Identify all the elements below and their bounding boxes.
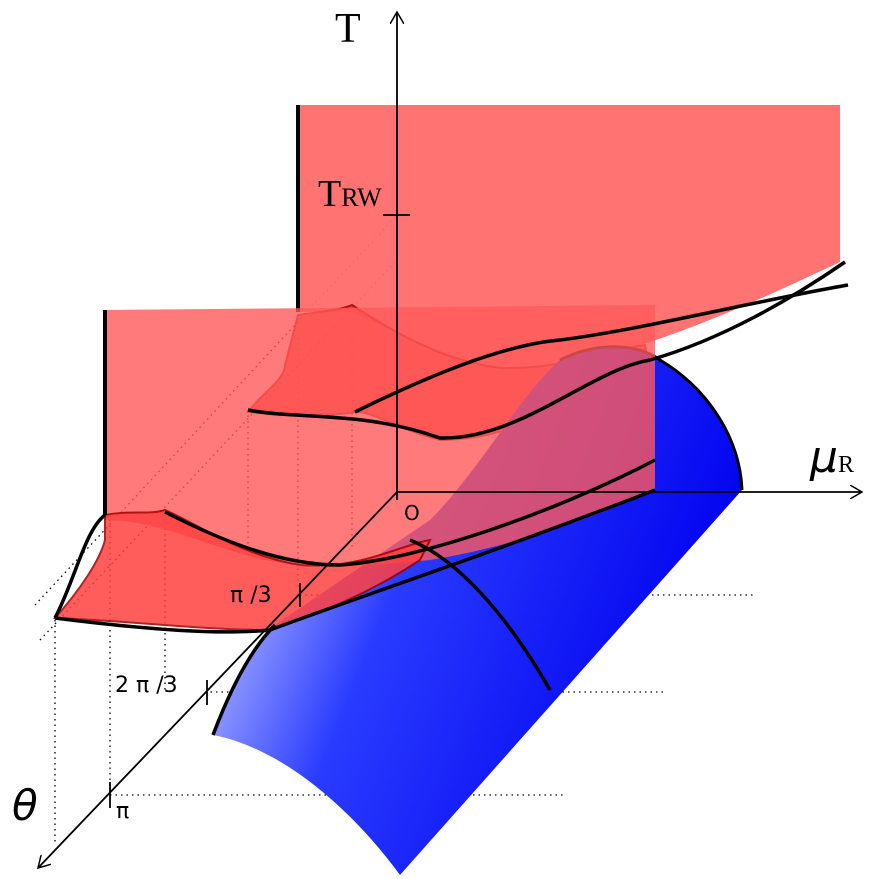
t-axis-label: T bbox=[335, 6, 361, 52]
tick-label: 2 π /3 bbox=[115, 673, 178, 698]
mu-sub: R bbox=[838, 452, 854, 478]
phase-diagram: T TRW μR O π /3 2 π /3 π θ bbox=[0, 0, 881, 879]
origin-label: O bbox=[404, 501, 420, 525]
mu-axis-label: μR bbox=[809, 432, 854, 483]
mu-main: μ bbox=[809, 432, 838, 483]
trw-sub: RW bbox=[341, 183, 382, 212]
trw-main: T bbox=[318, 173, 341, 215]
tick-label: π bbox=[116, 799, 129, 824]
theta-axis-label: θ bbox=[12, 781, 38, 830]
tick-label: π /3 bbox=[230, 583, 272, 608]
